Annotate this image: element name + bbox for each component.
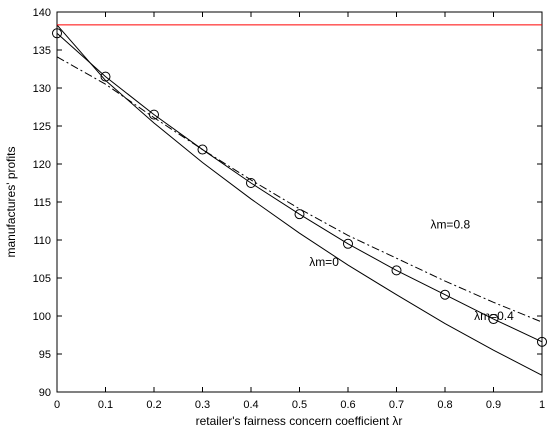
- y-tick-label: 120: [33, 159, 51, 171]
- x-tick-label: 0.5: [292, 399, 307, 411]
- x-tick-label: 0.4: [243, 399, 258, 411]
- data-point-marker: [391, 265, 402, 276]
- y-tick-label: 140: [33, 7, 51, 19]
- data-point-marker: [52, 28, 62, 39]
- y-tick-label: 110: [33, 235, 51, 247]
- data-point-marker: [440, 289, 450, 300]
- x-tick-label: 0.3: [195, 399, 210, 411]
- x-tick-label: 0.6: [340, 399, 355, 411]
- x-tick-label: 0.8: [437, 399, 452, 411]
- x-tick-label: 0.9: [486, 399, 501, 411]
- data-point-marker: [294, 209, 305, 220]
- data-point-marker: [100, 71, 111, 82]
- data-point-marker: [537, 336, 547, 347]
- y-tick-label: 95: [39, 349, 51, 361]
- x-tick-label: 0.7: [389, 399, 404, 411]
- x-tick-label: 0.2: [146, 399, 161, 411]
- y-tick-label: 105: [33, 273, 51, 285]
- series-line-lm0: [56, 24, 543, 376]
- plot-area: [56, 11, 543, 393]
- data-point-marker: [488, 314, 499, 325]
- y-tick-label: 100: [33, 311, 51, 323]
- y-tick-label: 90: [39, 387, 51, 399]
- data-point-marker: [343, 238, 353, 249]
- y-tick-label: 125: [33, 121, 51, 133]
- series-line-lm08: [56, 56, 543, 323]
- x-axis-label: retailer's fairness concern coefficient …: [196, 414, 403, 428]
- data-point-marker: [197, 144, 208, 155]
- y-tick-label: 135: [33, 45, 51, 57]
- y-tick-label: 130: [33, 83, 51, 95]
- x-tick-label: 0: [54, 399, 60, 411]
- y-axis-label: manufactures' profits: [4, 146, 18, 257]
- annotation-lm0: λm=0: [309, 255, 339, 269]
- x-tick-label: 0.1: [98, 399, 113, 411]
- data-point-marker: [149, 109, 159, 120]
- x-tick-label: 1: [539, 399, 545, 411]
- series-line-lm04: [56, 32, 543, 343]
- annotation-lm04: λm=0.4: [474, 309, 514, 323]
- y-tick-label: 115: [33, 197, 51, 209]
- annotation-lm08: λm=0.8: [430, 218, 470, 232]
